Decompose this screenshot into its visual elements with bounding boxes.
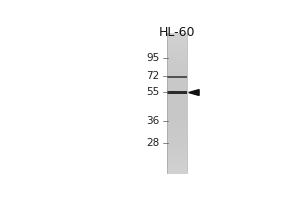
Bar bbox=[167, 147, 188, 149]
Bar bbox=[167, 161, 188, 163]
Bar bbox=[167, 38, 188, 41]
Bar bbox=[167, 133, 188, 135]
Text: 55: 55 bbox=[146, 87, 160, 97]
Polygon shape bbox=[189, 90, 199, 95]
Bar bbox=[167, 74, 188, 76]
Bar bbox=[167, 149, 188, 151]
Bar bbox=[167, 116, 188, 118]
Bar bbox=[167, 170, 188, 172]
Bar bbox=[167, 49, 188, 51]
Bar bbox=[167, 44, 188, 46]
Text: 95: 95 bbox=[146, 53, 160, 63]
Text: HL-60: HL-60 bbox=[159, 26, 195, 39]
Bar bbox=[167, 128, 188, 130]
Bar bbox=[167, 165, 188, 167]
Bar bbox=[167, 68, 188, 70]
Bar bbox=[167, 158, 188, 160]
Bar bbox=[167, 95, 188, 97]
Bar bbox=[167, 135, 188, 137]
Bar bbox=[167, 67, 188, 69]
Bar bbox=[167, 100, 188, 102]
Bar bbox=[167, 89, 188, 91]
Bar bbox=[167, 140, 188, 142]
Bar bbox=[167, 93, 188, 95]
Bar bbox=[167, 91, 188, 93]
Bar bbox=[167, 166, 188, 168]
Bar bbox=[167, 151, 188, 153]
Bar bbox=[167, 152, 188, 154]
Bar bbox=[167, 42, 188, 44]
Bar bbox=[167, 138, 188, 140]
Bar bbox=[167, 159, 188, 161]
Text: 28: 28 bbox=[146, 138, 160, 148]
Bar bbox=[167, 156, 188, 158]
Text: 72: 72 bbox=[146, 71, 160, 81]
Bar bbox=[167, 110, 188, 112]
Bar bbox=[167, 123, 188, 125]
Bar bbox=[167, 131, 188, 133]
Bar bbox=[167, 130, 188, 132]
Bar bbox=[167, 114, 188, 116]
Bar bbox=[167, 98, 188, 100]
Bar bbox=[167, 137, 188, 139]
Bar bbox=[167, 84, 188, 86]
Bar bbox=[167, 65, 188, 67]
Bar bbox=[167, 112, 188, 114]
Bar bbox=[167, 109, 188, 111]
Bar bbox=[167, 121, 188, 123]
Bar bbox=[167, 33, 188, 35]
Bar bbox=[167, 117, 188, 119]
Bar bbox=[167, 60, 188, 62]
Bar bbox=[167, 163, 188, 165]
Bar bbox=[167, 105, 188, 107]
Bar bbox=[167, 53, 188, 55]
Bar bbox=[167, 124, 188, 126]
Bar bbox=[167, 58, 188, 60]
Bar bbox=[167, 126, 188, 128]
Bar bbox=[167, 119, 188, 121]
Bar bbox=[167, 76, 188, 78]
Bar bbox=[167, 40, 188, 42]
Bar bbox=[167, 168, 188, 170]
Bar bbox=[167, 107, 188, 109]
Bar bbox=[167, 144, 188, 146]
Bar bbox=[167, 103, 188, 105]
Text: 36: 36 bbox=[146, 116, 160, 126]
Bar bbox=[167, 102, 188, 104]
Bar bbox=[167, 63, 188, 65]
Bar bbox=[167, 47, 188, 49]
Bar bbox=[167, 75, 188, 77]
Bar bbox=[167, 54, 188, 56]
Bar bbox=[167, 70, 188, 72]
Bar bbox=[167, 37, 188, 39]
Bar bbox=[167, 172, 188, 174]
Bar bbox=[167, 79, 188, 81]
Bar bbox=[167, 72, 188, 74]
Bar bbox=[167, 96, 188, 98]
Bar bbox=[167, 35, 188, 37]
Bar bbox=[167, 61, 188, 63]
Bar bbox=[167, 77, 188, 79]
Bar bbox=[167, 145, 188, 147]
Bar bbox=[167, 82, 188, 84]
Bar bbox=[167, 51, 188, 53]
Bar bbox=[167, 154, 188, 156]
Bar bbox=[167, 81, 188, 83]
Bar bbox=[167, 86, 188, 88]
Bar bbox=[167, 46, 188, 48]
Bar bbox=[167, 142, 188, 144]
Bar bbox=[167, 56, 188, 58]
Bar bbox=[167, 88, 188, 90]
Bar bbox=[167, 91, 188, 94]
